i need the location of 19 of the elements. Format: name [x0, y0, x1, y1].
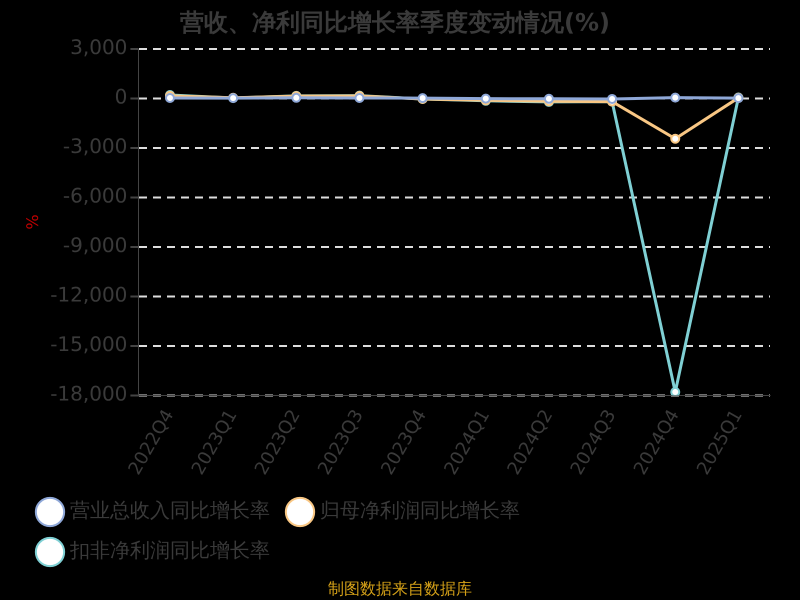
y-tick-label: -3,000	[62, 134, 128, 158]
y-tick-label: -18,000	[50, 382, 128, 406]
y-axis-title: %	[22, 214, 42, 230]
y-tick-label: -6,000	[62, 184, 128, 208]
y-tick-label: -9,000	[62, 233, 128, 258]
point	[670, 134, 680, 144]
legend-label: 营业总收入同比增长率	[70, 498, 270, 522]
y-tick-label: 3,000	[70, 35, 128, 60]
text: 制图数据来自数据库	[328, 579, 472, 598]
chart-title: 营收、净利同比增长率季度变动情况(%)	[179, 8, 610, 37]
legend-label: 归母净利润同比增长率	[320, 498, 520, 522]
legend-label: 扣非净利润同比增长率	[69, 538, 270, 562]
point	[670, 387, 680, 396]
y-tick-label: -12,000	[50, 282, 128, 307]
point	[670, 92, 680, 103]
y-tick-label: -15,000	[50, 332, 128, 356]
point	[544, 94, 554, 104]
y-tick-label: 0	[114, 84, 128, 109]
point	[607, 94, 618, 104]
